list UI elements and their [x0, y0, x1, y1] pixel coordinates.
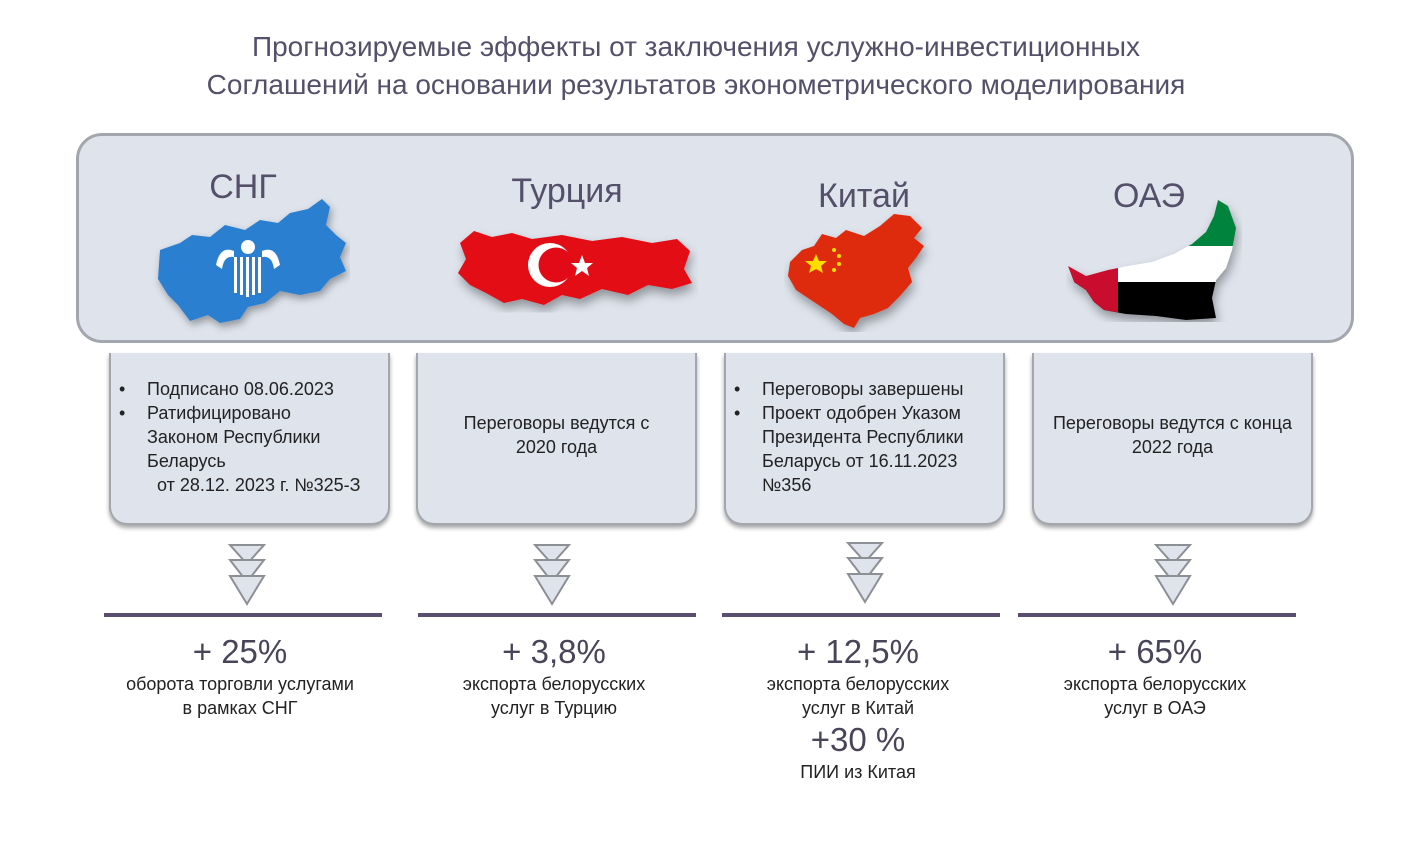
status-cont: от 28.12. 2023 г. №325-З [147, 475, 361, 495]
effect-value: + 25% [192, 633, 288, 670]
status-cont: №356 [762, 475, 812, 495]
status-item: Проект одобрен Указом [734, 401, 1003, 425]
effect-value: + 12,5% [796, 633, 919, 670]
status-cont: Законом Республики [147, 427, 321, 447]
china-flag-map-icon [788, 214, 924, 328]
status-item: Подписано 08.06.2023 [119, 377, 388, 401]
extra-desc: ПИИ из Китая [800, 762, 916, 782]
status-box-china: Переговоры завершены Проект одобрен Указ… [724, 353, 1005, 525]
divider-line [418, 613, 696, 617]
status-text: Переговоры ведутся с [463, 413, 650, 433]
title-line-2: Соглашений на основании результатов экон… [206, 69, 1186, 100]
effect-china: + 12,5% экспорта белорусских услуг в Кит… [718, 632, 998, 784]
country-name-china: Китай [818, 177, 910, 215]
extra-value: +30 % [810, 721, 906, 758]
title-line-1: Прогнозируемые эффекты от заключения усл… [251, 31, 1141, 62]
status-cont: Беларусь [147, 451, 226, 471]
effect-desc: экспорта белорусских [766, 674, 950, 694]
status-item: Переговоры завершены [734, 377, 1003, 401]
effect-desc: в рамках СНГ [182, 698, 298, 718]
country-name-uae: ОАЭ [1112, 177, 1186, 215]
status-item: Ратифицировано [119, 401, 388, 425]
effect-desc: экспорта белорусских [1063, 674, 1247, 694]
divider-line [722, 613, 1000, 617]
country-name-cis: СНГ [209, 168, 277, 206]
effect-desc: услуг в Турцию [490, 698, 618, 718]
effect-cis: + 25% оборота торговли услугами в рамках… [100, 632, 380, 720]
status-cont: Беларусь от 16.11.2023 [762, 451, 958, 471]
page-title: Прогнозируемые эффекты от заключения усл… [0, 28, 1392, 104]
effect-desc: оборота торговли услугами [126, 674, 354, 694]
divider-line [1018, 613, 1296, 617]
status-box-cis: Подписано 08.06.2023 Ратифицировано Зако… [109, 353, 390, 525]
uae-flag-map-icon [1068, 200, 1236, 320]
effect-value: + 3,8% [502, 633, 606, 670]
chevron-down-icon [845, 542, 885, 604]
status-box-turkey: Переговоры ведутся с 2020 года [416, 353, 697, 525]
status-box-uae: Переговоры ведутся с конца 2022 года [1032, 353, 1313, 525]
cis-emblem-icon [216, 240, 280, 297]
effect-value: + 65% [1107, 633, 1203, 670]
status-cont: Президента Республики [762, 427, 964, 447]
divider-line [104, 613, 382, 617]
effect-desc: услуг в ОАЭ [1104, 698, 1206, 718]
country-name-turkey: Турция [511, 172, 623, 210]
status-text: 2022 года [1131, 437, 1214, 457]
effect-turkey: + 3,8% экспорта белорусских услуг в Турц… [414, 632, 694, 720]
effect-uae: + 65% экспорта белорусских услуг в ОАЭ [1015, 632, 1295, 720]
chevron-down-icon [532, 544, 572, 606]
effect-desc: экспорта белорусских [462, 674, 646, 694]
turkey-flag-map-icon [458, 231, 692, 305]
chevron-down-icon [227, 544, 267, 606]
effect-desc: услуг в Китай [801, 698, 915, 718]
chevron-down-icon [1153, 544, 1193, 606]
status-text: Переговоры ведутся с конца [1052, 413, 1293, 433]
status-text: 2020 года [515, 437, 598, 457]
cis-map-icon [158, 199, 346, 323]
